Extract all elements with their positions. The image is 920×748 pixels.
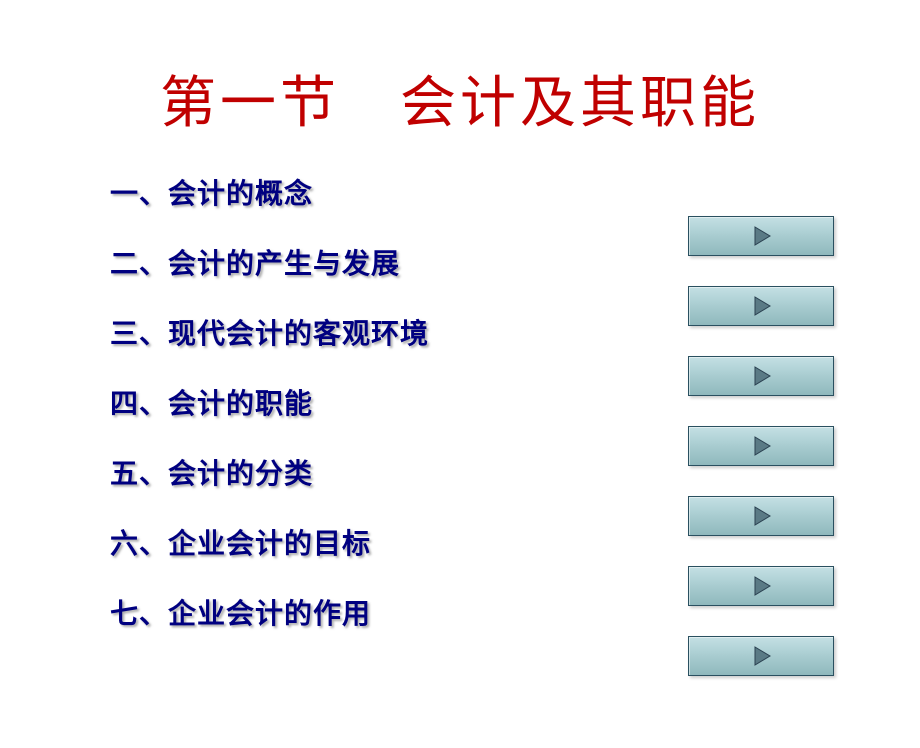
buttons-column [688, 216, 834, 706]
item-label: 六、企业会计的目标 [110, 522, 371, 562]
play-icon [747, 642, 775, 670]
play-icon [747, 222, 775, 250]
play-button[interactable] [688, 216, 834, 256]
play-button[interactable] [688, 566, 834, 606]
page-title: 第一节 会计及其职能 [0, 58, 920, 139]
play-icon [747, 432, 775, 460]
item-label: 三、现代会计的客观环境 [110, 312, 429, 352]
item-label: 四、会计的职能 [110, 382, 313, 422]
item-label: 一、会计的概念 [110, 172, 313, 212]
play-icon [747, 502, 775, 530]
play-icon [747, 572, 775, 600]
play-button[interactable] [688, 496, 834, 536]
play-button[interactable] [688, 286, 834, 326]
list-item: 一、会计的概念 [110, 171, 920, 213]
play-button[interactable] [688, 426, 834, 466]
play-icon [747, 292, 775, 320]
play-button[interactable] [688, 636, 834, 676]
item-label: 二、会计的产生与发展 [110, 242, 400, 282]
play-button[interactable] [688, 356, 834, 396]
item-label: 五、会计的分类 [110, 452, 313, 492]
play-icon [747, 362, 775, 390]
item-label: 七、企业会计的作用 [110, 592, 371, 632]
